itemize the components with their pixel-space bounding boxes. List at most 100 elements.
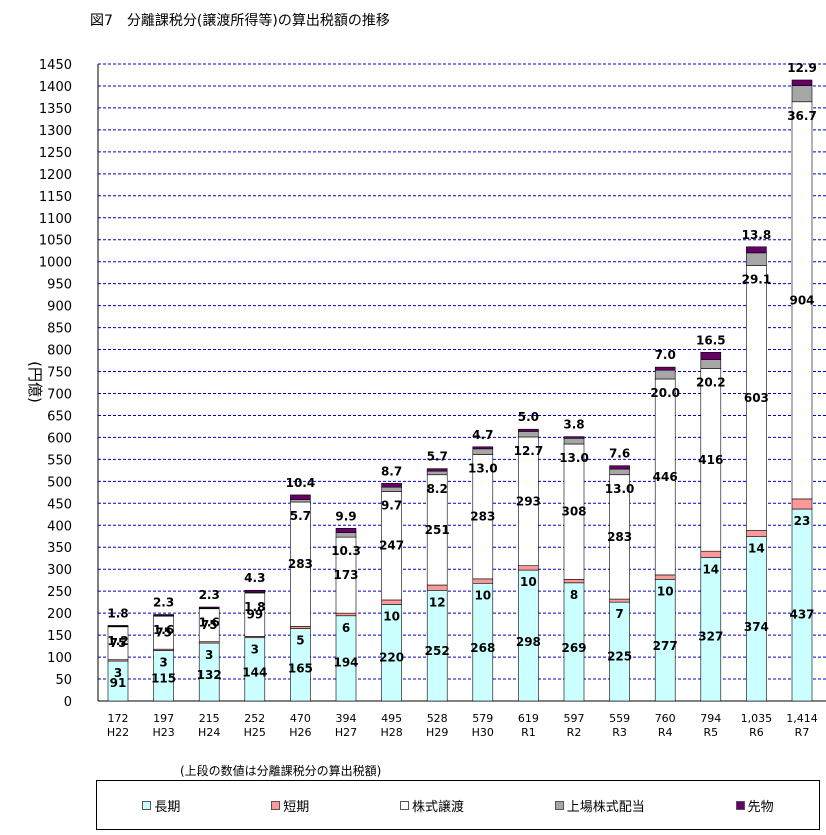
- data-label-futures: 4.3: [244, 571, 265, 585]
- bar-segment-futures: [335, 527, 357, 533]
- bar-segment-listed-dividend: [290, 499, 311, 503]
- y-tick-label: 50: [55, 673, 72, 688]
- x-tick-label: H30: [472, 726, 494, 739]
- bar-segment-short-term: [518, 565, 539, 571]
- legend-swatch: [142, 800, 152, 810]
- y-tick-label: 550: [47, 453, 72, 468]
- data-label-long-term: 194: [333, 656, 358, 670]
- legend-label: 短期: [283, 799, 310, 815]
- x-tick-label: R5: [703, 726, 718, 739]
- data-label-listed-dividend: 36.7: [787, 109, 817, 123]
- y-tick-label: 450: [47, 497, 72, 512]
- y-tick-label: 350: [47, 541, 72, 556]
- bar-segment-futures: [107, 625, 129, 627]
- data-label-listed-dividend: 8.2: [427, 482, 448, 496]
- bar-segment-long-term: [746, 536, 767, 702]
- data-label-stock-transfer: 446: [653, 470, 678, 484]
- data-label-short-term: 14: [702, 562, 719, 576]
- bar-segment-listed-dividend: [700, 359, 722, 369]
- data-label-stock-transfer: 293: [516, 494, 541, 508]
- bar-segment-futures: [654, 366, 676, 371]
- data-label-futures: 5.0: [518, 410, 539, 424]
- y-tick-label: 150: [47, 629, 72, 644]
- data-label-futures: 9.9: [335, 509, 356, 523]
- bar-segment-short-term: [700, 550, 722, 558]
- data-label-long-term: 252: [425, 644, 450, 658]
- data-label-listed-dividend: 1.2: [107, 634, 128, 648]
- data-label-short-term: 6: [342, 621, 350, 635]
- y-tick-label: 800: [47, 344, 72, 359]
- bar-segment-long-term: [791, 508, 813, 702]
- x-tick-total: 1,414: [786, 712, 818, 725]
- y-tick-label: 300: [47, 563, 72, 578]
- chart-note: (上段の数値は分離課税分の算出税額): [180, 764, 382, 778]
- data-label-short-term: 3: [205, 648, 213, 662]
- y-tick-label: 1250: [39, 146, 72, 161]
- x-tick-total: 528: [427, 712, 448, 725]
- data-label-short-term: 14: [748, 542, 765, 556]
- data-label-short-term: 8: [570, 588, 578, 602]
- legend-label: 長期: [154, 799, 181, 815]
- x-tick-total: 559: [609, 712, 630, 725]
- data-label-listed-dividend: 1.8: [244, 600, 265, 614]
- legend-swatch: [399, 800, 409, 810]
- data-label-short-term: 3: [114, 666, 122, 680]
- legend-item-short-term: 短期: [271, 796, 309, 815]
- y-tick-label: 250: [47, 585, 72, 600]
- bar-segment-short-term: [746, 530, 767, 537]
- y-tick-label: 1050: [39, 234, 72, 249]
- x-tick-total: 1,035: [741, 712, 773, 725]
- data-label-listed-dividend: 1.6: [199, 616, 220, 630]
- x-tick-label: R1: [521, 726, 536, 739]
- data-label-listed-dividend: 10.3: [331, 544, 361, 558]
- data-label-listed-dividend: 12.7: [514, 444, 544, 458]
- data-label-futures: 8.7: [381, 464, 402, 478]
- legend-swatch: [554, 800, 564, 810]
- bar-segment-short-term: [791, 498, 813, 510]
- data-label-futures: 2.3: [199, 588, 220, 602]
- data-label-short-term: 10: [383, 609, 400, 623]
- data-label-futures: 7.0: [655, 348, 676, 362]
- data-label-listed-dividend: 29.1: [742, 273, 772, 287]
- data-label-futures: 3.8: [563, 418, 584, 432]
- x-tick-label: H27: [335, 726, 357, 739]
- data-label-long-term: 225: [607, 650, 632, 664]
- data-label-long-term: 220: [379, 651, 404, 665]
- y-tick-label: 850: [47, 322, 72, 337]
- data-label-long-term: 115: [151, 671, 176, 685]
- bar-segment-short-term: [654, 574, 676, 580]
- y-tick-label: 600: [47, 431, 72, 446]
- data-label-stock-transfer: 603: [744, 391, 769, 405]
- data-label-short-term: 3: [159, 655, 167, 669]
- data-label-futures: 10.4: [286, 476, 316, 490]
- data-label-long-term: 91: [110, 676, 127, 690]
- x-tick-label: R4: [658, 726, 673, 739]
- x-tick-total: 760: [655, 712, 676, 725]
- x-tick-label: R6: [749, 726, 764, 739]
- x-tick-total: 252: [244, 712, 265, 725]
- data-label-stock-transfer: 173: [333, 568, 358, 582]
- data-label-stock-transfer: 99: [246, 608, 263, 622]
- y-tick-label: 950: [47, 278, 72, 293]
- legend-item-listed-dividend: 上場株式配当: [554, 796, 645, 815]
- legend-label: 上場株式配当: [566, 799, 645, 815]
- data-label-short-term: 7: [615, 607, 623, 621]
- data-label-short-term: 12: [429, 595, 446, 609]
- bar-segment-listed-dividend: [746, 252, 767, 266]
- data-label-stock-transfer: 75: [155, 626, 172, 640]
- data-label-stock-transfer: 75: [201, 618, 218, 632]
- legend-label: 先物: [747, 799, 774, 815]
- data-label-listed-dividend: 1.6: [153, 623, 174, 637]
- data-label-short-term: 10: [520, 575, 537, 589]
- bar-segment-listed-dividend: [381, 486, 402, 492]
- bar-segment-short-term: [472, 578, 494, 584]
- data-label-stock-transfer: 75: [110, 636, 127, 650]
- data-label-long-term: 144: [242, 666, 267, 680]
- data-label-stock-transfer: 283: [607, 530, 632, 544]
- legend-item-stock-transfer: 株式譲渡: [399, 796, 464, 815]
- y-tick-label: 1350: [39, 102, 72, 117]
- data-label-long-term: 165: [288, 661, 313, 675]
- bar-segment-short-term: [381, 599, 402, 605]
- x-tick-label: R2: [567, 726, 582, 739]
- x-tick-label: H22: [107, 726, 129, 739]
